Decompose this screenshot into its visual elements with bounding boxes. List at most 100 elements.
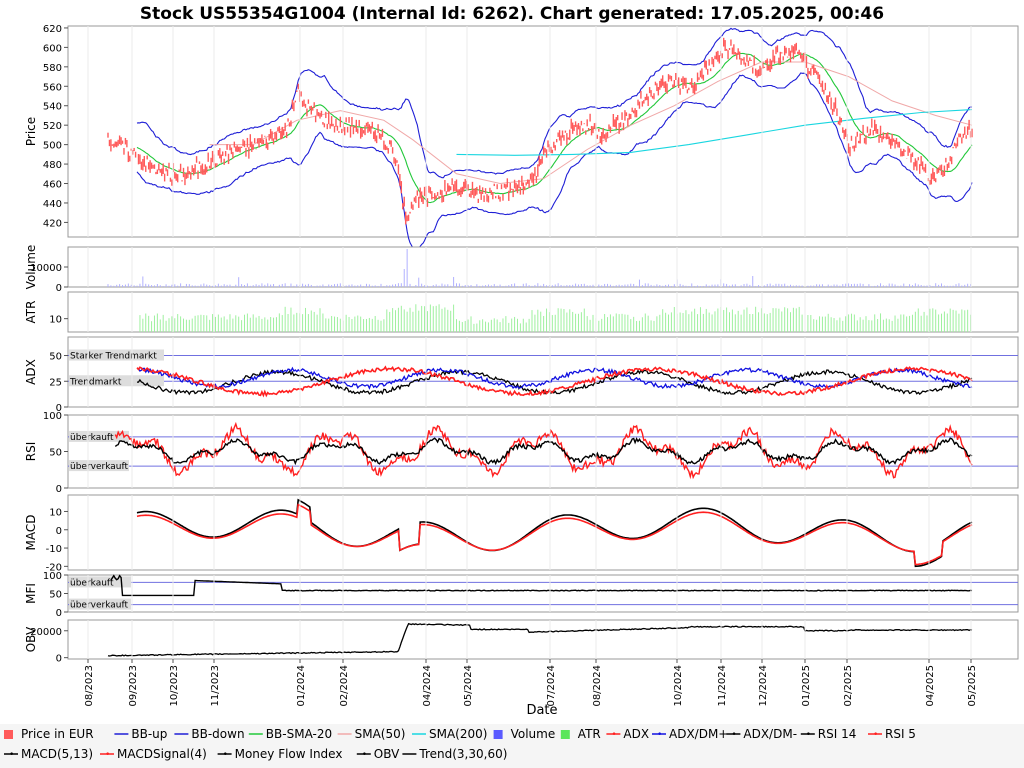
y-tick-label: -10	[46, 544, 62, 555]
panel-macd: -20 -10 0 10 MACD	[24, 494, 1019, 573]
y-axis-label: MFI	[24, 583, 38, 604]
y-tick-label: 100	[43, 571, 62, 582]
y-tick-label: 10	[49, 315, 62, 326]
x-tick-label: 08/2024	[592, 665, 603, 707]
legend-label: BB-SMA-20	[266, 727, 332, 741]
legend-item: SMA(200)	[412, 727, 487, 741]
legend-item: Volume	[493, 727, 555, 741]
y-tick-label: 460	[43, 180, 62, 191]
legend-label: OBV	[374, 747, 400, 761]
legend-item: • MACD(5,13)	[4, 747, 93, 761]
legend-item: • MACDSignal(4)	[100, 747, 207, 761]
y-axis-label: Volume	[24, 245, 38, 290]
legend-label: SMA(50)	[355, 727, 406, 741]
x-tick-label: 10/2024	[673, 665, 684, 707]
y-tick-label: 620	[43, 24, 62, 35]
panel-frame	[67, 336, 1019, 408]
y-tick-label: 100	[43, 411, 62, 422]
rsi-threshold-label: überkauft	[70, 433, 114, 443]
bb-up-line	[136, 27, 973, 179]
legend-label: BB-up	[131, 727, 167, 741]
legend-label: ADX	[623, 727, 649, 741]
macd-signal-line	[136, 503, 973, 566]
legend-label: SMA(200)	[429, 727, 487, 741]
y-tick-label: 420	[43, 218, 62, 229]
y-tick-label: 10000	[30, 263, 62, 274]
mfi-threshold-label-bg	[69, 598, 131, 610]
legend-label: MACD(5,13)	[21, 747, 93, 761]
mfi-threshold-label: überkauft	[70, 578, 114, 588]
panel-frame	[67, 291, 1019, 333]
legend-swatch-marker: •	[105, 750, 110, 760]
y-tick-label: 440	[43, 199, 62, 210]
legend-item: BB-SMA-20	[248, 727, 332, 741]
y-tick-label: 50	[49, 590, 62, 601]
legend-swatch	[493, 730, 503, 739]
rsi-threshold-label-bg	[69, 430, 129, 442]
legend-item: SMA(50)	[337, 727, 406, 741]
legend-label: ADX/DM+	[669, 727, 728, 741]
legend-label: Price in EUR	[21, 727, 94, 741]
legend-item: • RSI 14	[800, 727, 856, 741]
y-axis-label: ADX	[24, 359, 38, 385]
y-tick-label: 10	[49, 507, 62, 518]
y-tick-label: 0	[56, 283, 62, 294]
x-tick-label: 11/2024	[717, 665, 728, 707]
adx-threshold-label-bg	[69, 349, 164, 361]
panel-frame	[67, 494, 1019, 571]
panel-frame	[67, 246, 1019, 288]
legend-item: Trend(3,30,60)	[402, 747, 507, 761]
sma50-line	[209, 61, 973, 185]
panel-mfi: 0 50 100 MFI überkauft überverkauft	[24, 571, 1019, 619]
adx-threshold-label-bg	[69, 375, 164, 387]
rsi14-line	[114, 437, 973, 466]
macd-line	[136, 498, 973, 568]
y-tick-label: 50	[49, 448, 62, 459]
y-tick-label: 480	[43, 160, 62, 171]
x-tick-label: 05/2025	[967, 665, 978, 707]
x-tick-label: 11/2023	[210, 665, 221, 707]
mfi-threshold-label: überverkauft	[70, 601, 129, 611]
adx-threshold-label: Trendmarkt	[69, 377, 122, 387]
x-tick-label: 04/2025	[925, 665, 936, 707]
y-tick-label: 0	[56, 526, 62, 537]
x-tick-label: 07/2024	[546, 665, 557, 707]
legend-swatch-marker: •	[9, 750, 14, 760]
legend-swatch	[560, 730, 570, 739]
legend-item: • RSI 5	[868, 727, 916, 741]
panel-rsi: 0 50 100 RSI überkauft überverkauft	[24, 411, 1019, 495]
legend-item: Price in EUR	[4, 727, 94, 741]
panel-frame	[67, 619, 1019, 660]
x-tick-label: 01/2025	[801, 665, 812, 707]
adx-threshold-label: Starker Trendmarkt	[70, 352, 157, 362]
x-tick-label: 10/2023	[169, 665, 180, 707]
legend-label: ATR	[578, 727, 601, 741]
rsi-threshold-label: überverkauft	[70, 462, 129, 472]
mfi-threshold-label-bg	[69, 576, 131, 588]
legend-swatch-marker: •	[873, 730, 878, 740]
legend-label: MACDSignal(4)	[117, 747, 207, 761]
y-axis-label: Price	[24, 117, 38, 146]
y-axis-label: RSI	[24, 442, 38, 462]
y-tick-label: -20	[46, 562, 62, 573]
x-tick-label: 09/2023	[128, 665, 139, 707]
y-tick-label: 0	[56, 654, 62, 665]
y-axis-label: MACD	[24, 515, 38, 551]
x-tick-label: 01/2024	[296, 665, 307, 707]
legend-swatch	[4, 730, 13, 739]
legend-label: ADX/DM-	[743, 727, 797, 741]
y-tick-label: 540	[43, 102, 62, 113]
panel-price: 420 440 460 480 500 520 540 560 580 600 620 Price	[24, 24, 1019, 251]
legend-item: • Money Flow Index	[217, 747, 343, 761]
legend-label: Trend(3,30,60)	[418, 747, 507, 761]
y-tick-label: 0	[56, 484, 62, 495]
legend-swatch-marker: •	[362, 750, 367, 760]
y-tick-label: 0	[56, 608, 62, 619]
x-tick-label: 05/2024	[463, 665, 474, 707]
panel-adx: 0 25 50 ADX Starker Trendmarkt Trendmarkt	[24, 336, 1019, 414]
legend-label: Money Flow Index	[235, 747, 343, 761]
x-axis-label: Date	[526, 703, 557, 718]
y-axis-label: OBV	[24, 626, 38, 652]
